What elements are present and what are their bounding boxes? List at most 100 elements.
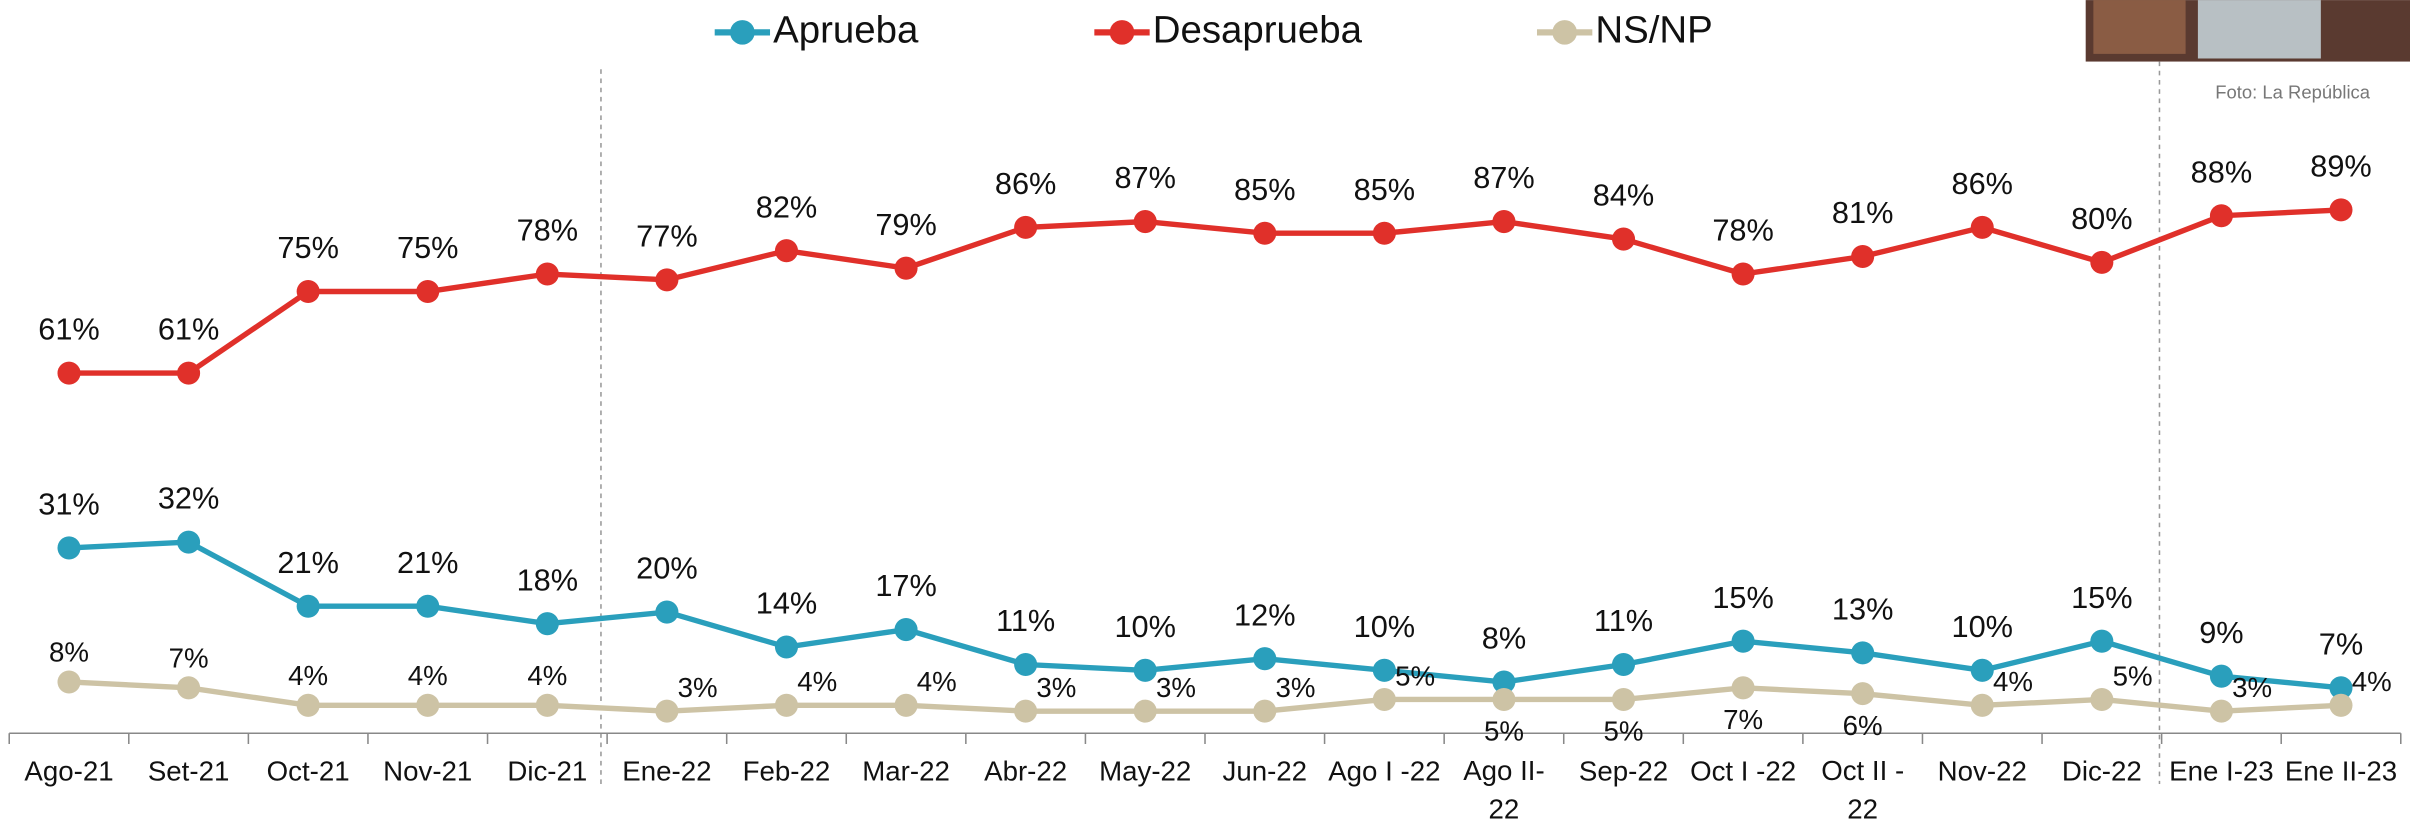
data-label: 75% xyxy=(397,230,458,265)
data-label: 5% xyxy=(1395,660,1435,691)
data-label: 80% xyxy=(2071,201,2132,236)
photo-credit: Foto: La República xyxy=(2215,82,2371,103)
point xyxy=(1492,687,1516,712)
data-label: 18% xyxy=(517,562,578,597)
point xyxy=(2090,250,2114,274)
point xyxy=(416,594,440,618)
data-label: 5% xyxy=(2113,660,2153,691)
x-tick-label: Nov-22 xyxy=(1938,756,2027,787)
point xyxy=(2329,676,2353,700)
data-label: 4% xyxy=(1993,666,2033,697)
x-tick-label: Dic-22 xyxy=(2062,756,2142,787)
data-label: 7% xyxy=(1723,704,1763,735)
data-label: 61% xyxy=(158,312,219,347)
point xyxy=(1731,262,1755,286)
data-label: 5% xyxy=(1604,716,1644,747)
x-tick-label: Jun-22 xyxy=(1223,756,1308,787)
point xyxy=(2329,198,2353,222)
point xyxy=(535,262,559,286)
point xyxy=(296,279,320,304)
x-tick-label-line: 22 xyxy=(1847,794,1878,824)
point xyxy=(57,670,81,694)
data-label: 13% xyxy=(1832,591,1893,626)
data-label: 88% xyxy=(2191,154,2252,189)
data-label: 85% xyxy=(1354,172,1415,207)
data-label: 8% xyxy=(49,637,89,668)
data-label: 7% xyxy=(2319,626,2363,661)
point xyxy=(416,693,440,717)
point xyxy=(2090,629,2114,653)
legend-label: Aprueba xyxy=(773,9,919,52)
x-tick-label: Ene II-23 xyxy=(2285,756,2397,787)
legend-marker xyxy=(1552,20,1577,45)
point xyxy=(774,239,799,263)
point xyxy=(2329,693,2353,717)
legend-label: Desaprueba xyxy=(1153,9,1363,52)
point xyxy=(1133,699,1157,723)
point xyxy=(1133,658,1157,682)
point xyxy=(1492,210,1516,234)
data-label: 11% xyxy=(996,603,1055,638)
point xyxy=(1611,652,1636,677)
point xyxy=(1133,210,1157,234)
point xyxy=(1970,215,1994,239)
data-label: 87% xyxy=(1114,160,1175,195)
point xyxy=(535,612,559,636)
point xyxy=(1014,215,1038,239)
x-tick-label: Sep-22 xyxy=(1579,756,1668,787)
point xyxy=(177,361,201,385)
x-tick-label: Feb-22 xyxy=(743,756,831,787)
point xyxy=(1851,641,1875,665)
point xyxy=(1372,221,1396,245)
point xyxy=(1372,658,1396,682)
point xyxy=(774,693,799,717)
data-label: 6% xyxy=(1843,710,1883,741)
data-label: 5% xyxy=(1484,716,1524,747)
point xyxy=(416,279,440,304)
data-label: 31% xyxy=(38,487,99,522)
point xyxy=(1253,221,1277,245)
data-label: 17% xyxy=(875,568,936,603)
point xyxy=(177,676,201,700)
data-label: 10% xyxy=(1114,609,1175,644)
point xyxy=(655,699,679,723)
data-label: 61% xyxy=(38,312,99,347)
point xyxy=(2209,664,2233,688)
x-tick-label-line: Oct II - xyxy=(1821,756,1904,787)
data-label: 10% xyxy=(1354,609,1415,644)
x-tick-label: Ago II- 22 xyxy=(1463,756,1544,824)
data-label: 77% xyxy=(636,218,697,253)
data-label: 21% xyxy=(277,545,338,580)
point xyxy=(2209,699,2233,723)
data-label: 3% xyxy=(1036,672,1076,703)
data-label: 82% xyxy=(756,189,817,224)
series-line xyxy=(68,539,2342,691)
point xyxy=(1611,687,1636,712)
data-label: 75% xyxy=(277,230,338,265)
point xyxy=(1014,652,1038,677)
data-label: 3% xyxy=(1276,672,1316,703)
data-label: 4% xyxy=(527,660,567,691)
x-tick-label: Dic-21 xyxy=(507,756,587,787)
legend-marker xyxy=(730,20,755,45)
data-label: 84% xyxy=(1593,178,1654,213)
point xyxy=(1492,670,1516,694)
point xyxy=(57,536,81,560)
point xyxy=(1851,245,1875,269)
point xyxy=(1372,687,1396,712)
x-tick-label: Ene-22 xyxy=(622,756,711,787)
data-label: 3% xyxy=(1156,672,1196,703)
data-label: 7% xyxy=(169,642,209,673)
data-label: 21% xyxy=(397,545,458,580)
legend-marker xyxy=(1109,20,1135,45)
point xyxy=(1014,699,1038,723)
data-label: 4% xyxy=(2352,666,2392,697)
data-label: 15% xyxy=(1712,580,1773,615)
data-label: 3% xyxy=(2232,672,2272,703)
data-label: 10% xyxy=(1952,609,2013,644)
x-tick-label: May-22 xyxy=(1099,756,1191,787)
data-label: 14% xyxy=(756,586,817,621)
photo-detail xyxy=(2093,0,2186,54)
point xyxy=(1851,682,1875,706)
